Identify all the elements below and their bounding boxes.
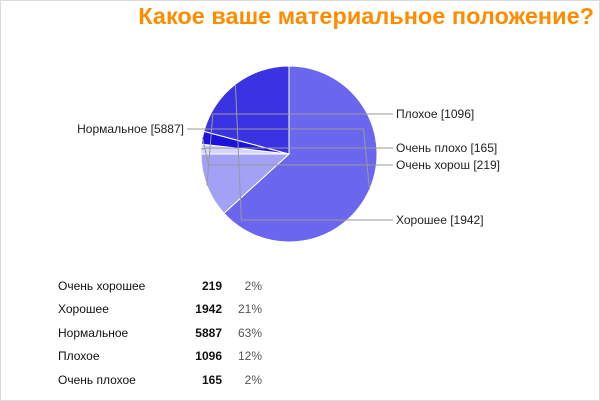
table-row: Хорошее 1942 21% xyxy=(58,298,262,322)
table-cell-category: Нормальное xyxy=(58,325,129,340)
slice-label: Очень плохо [165] xyxy=(396,141,497,155)
summary-table-body: Очень хорошее 219 2% Хорошее 1942 21% Нормальн… xyxy=(58,274,262,392)
slice-label: Очень хорош [219] xyxy=(396,158,500,172)
summary-table: Очень хорошее 219 2% Хорошее 1942 21% Нормальн… xyxy=(58,274,262,392)
table-cell-percent: 2% xyxy=(244,278,262,293)
table-cell-category: Очень хорошее xyxy=(58,278,146,293)
table-row: Нормальное 5887 63% xyxy=(58,321,262,345)
table-cell-percent: 63% xyxy=(237,325,262,340)
table-row: Очень плохое 165 2% xyxy=(58,368,262,392)
slice-leader-line xyxy=(206,113,393,186)
table-cell-percent: 12% xyxy=(237,349,262,364)
slice-label: Хорошее [1942] xyxy=(396,213,484,227)
pie-labels: Нормальное [5887] Плохое [1096] Очень плох… xyxy=(77,84,500,227)
table-cell-category: Плохое xyxy=(58,349,100,364)
table-row: Плохое 1096 12% xyxy=(58,345,262,369)
table-cell-category: Хорошее xyxy=(58,302,109,317)
slice-leader-line xyxy=(234,84,393,221)
table-cell-count: 1096 xyxy=(195,349,222,364)
chart-title: Какое ваше материальное положение? xyxy=(138,3,594,29)
table-row: Очень хорошее 219 2% xyxy=(58,274,262,298)
table-cell-percent: 2% xyxy=(244,372,262,387)
table-cell-count: 219 xyxy=(201,278,222,293)
slice-label: Плохое [1096] xyxy=(396,107,474,121)
slice-leader-line xyxy=(187,128,370,190)
table-cell-count: 165 xyxy=(201,372,222,387)
pie-slice xyxy=(200,153,291,214)
table-cell-percent: 21% xyxy=(237,302,262,317)
table-cell-count: 1942 xyxy=(195,302,222,317)
slice-label: Нормальное [5887] xyxy=(77,122,184,136)
slice-leader-line xyxy=(201,147,393,150)
table-cell-count: 5887 xyxy=(195,325,222,340)
table-cell-category: Очень плохое xyxy=(58,372,136,387)
pie-slices xyxy=(200,65,378,243)
slice-leader-line xyxy=(202,137,393,166)
